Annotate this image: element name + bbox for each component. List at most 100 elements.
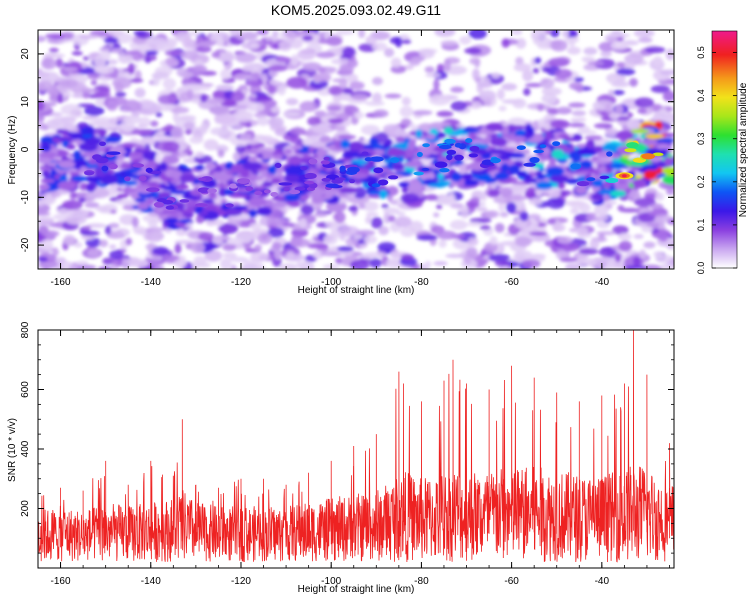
heatmap-cell	[154, 155, 162, 164]
heatmap-peak	[229, 185, 238, 189]
heatmap-cell	[104, 225, 112, 235]
heatmap-peak	[320, 160, 330, 165]
heatmap-cell	[38, 256, 48, 262]
heatmap-cell	[51, 136, 59, 142]
heatmap-cell	[87, 248, 100, 258]
heatmap-cell	[353, 234, 363, 240]
heatmap-cell	[643, 170, 657, 180]
heatmap-peak	[165, 205, 175, 210]
heatmap-cell	[515, 37, 527, 49]
heatmap-cell	[151, 246, 169, 256]
heatmap-cell	[467, 132, 477, 139]
heatmap-cell	[499, 265, 509, 269]
heatmap-cell	[107, 59, 118, 65]
heatmap-cell	[506, 195, 528, 201]
heatmap-cell	[629, 77, 638, 87]
heatmap-cell	[179, 173, 196, 183]
heatmap-cell	[501, 83, 518, 91]
heatmap-cell	[664, 133, 674, 138]
heatmap-cell	[115, 199, 136, 206]
heatmap-peak	[254, 191, 263, 196]
heatmap-cell	[433, 78, 440, 91]
heatmap-cell	[122, 180, 138, 186]
heatmap-cell	[476, 81, 493, 89]
heatmap-cell	[387, 147, 401, 157]
heatmap-cell	[231, 205, 249, 210]
heatmap-cell	[469, 100, 483, 110]
heatmap-cell	[479, 225, 491, 230]
heatmap-cell	[237, 112, 255, 117]
heatmap-cell	[467, 237, 479, 247]
heatmap-cell	[624, 265, 647, 269]
heatmap-cell	[261, 73, 268, 84]
heatmap-cell	[250, 251, 269, 262]
heatmap-cell	[223, 209, 243, 217]
heatmap-cell	[307, 167, 317, 174]
heatmap-cell	[183, 208, 195, 214]
heatmap-cell	[392, 162, 405, 171]
heatmap-cell	[199, 123, 208, 135]
heatmap-cell	[616, 68, 636, 76]
heatmap-cell	[559, 257, 578, 263]
heatmap-cell	[298, 218, 308, 228]
heatmap-cell	[183, 121, 195, 130]
heatmap-cell	[558, 134, 570, 139]
heatmap-cell	[215, 52, 236, 62]
heatmap-cell	[198, 232, 215, 242]
heatmap-cell	[214, 219, 225, 227]
x-tick-label: -120	[231, 576, 251, 587]
heatmap-cell	[576, 129, 597, 135]
heatmap-peak	[421, 167, 430, 172]
heatmap-peak	[626, 142, 639, 149]
heatmap-cell	[181, 83, 203, 90]
heatmap-cell	[116, 229, 123, 238]
heatmap-peak	[348, 179, 356, 184]
heatmap-cell	[275, 56, 292, 63]
heatmap-peak	[289, 189, 301, 195]
heatmap-cell	[337, 193, 348, 198]
heatmap-cell	[640, 264, 663, 269]
heatmap-cell	[302, 35, 314, 42]
heatmap-cell	[289, 127, 306, 136]
heatmap-cell	[86, 127, 94, 136]
heatmap-cell	[654, 254, 672, 263]
heatmap-cell	[511, 244, 523, 252]
heatmap-cell	[564, 263, 581, 269]
heatmap-peak	[373, 167, 384, 174]
heatmap-cell	[301, 260, 311, 269]
heatmap-cell	[256, 95, 273, 101]
heatmap-cell	[219, 223, 238, 235]
heatmap-cell	[332, 93, 342, 103]
heatmap-cell	[459, 35, 472, 45]
heatmap-cell	[641, 226, 654, 233]
heatmap-cell	[117, 154, 125, 161]
heatmap-cell	[362, 251, 385, 258]
heatmap-cell	[412, 109, 433, 116]
heatmap-cell	[128, 151, 143, 156]
heatmap-cell	[211, 105, 230, 117]
heatmap-cell	[400, 254, 414, 261]
heatmap-cell	[133, 30, 147, 36]
heatmap-cell	[549, 119, 570, 129]
heatmap-cell	[342, 47, 356, 58]
heatmap-cell	[522, 69, 534, 82]
heatmap-cell	[151, 71, 170, 80]
heatmap-cell	[466, 247, 478, 258]
heatmap-cell	[515, 236, 532, 247]
heatmap-cell	[290, 54, 299, 66]
heatmap-cell	[394, 216, 412, 228]
heatmap-cell	[222, 243, 237, 251]
heatmap-cell	[222, 252, 237, 259]
heatmap-peak	[197, 187, 211, 193]
heatmap-cell	[568, 82, 584, 90]
heatmap-cell	[472, 68, 480, 81]
heatmap-cell	[308, 147, 315, 153]
heatmap-cell	[494, 260, 510, 267]
heatmap-peak	[304, 180, 315, 185]
heatmap-max-peak	[621, 174, 627, 178]
heatmap-cell	[589, 239, 600, 250]
heatmap-peak	[139, 175, 147, 182]
x-tick-label: -60	[504, 277, 519, 288]
heatmap-cell	[476, 175, 494, 182]
heatmap-cell	[561, 30, 570, 38]
